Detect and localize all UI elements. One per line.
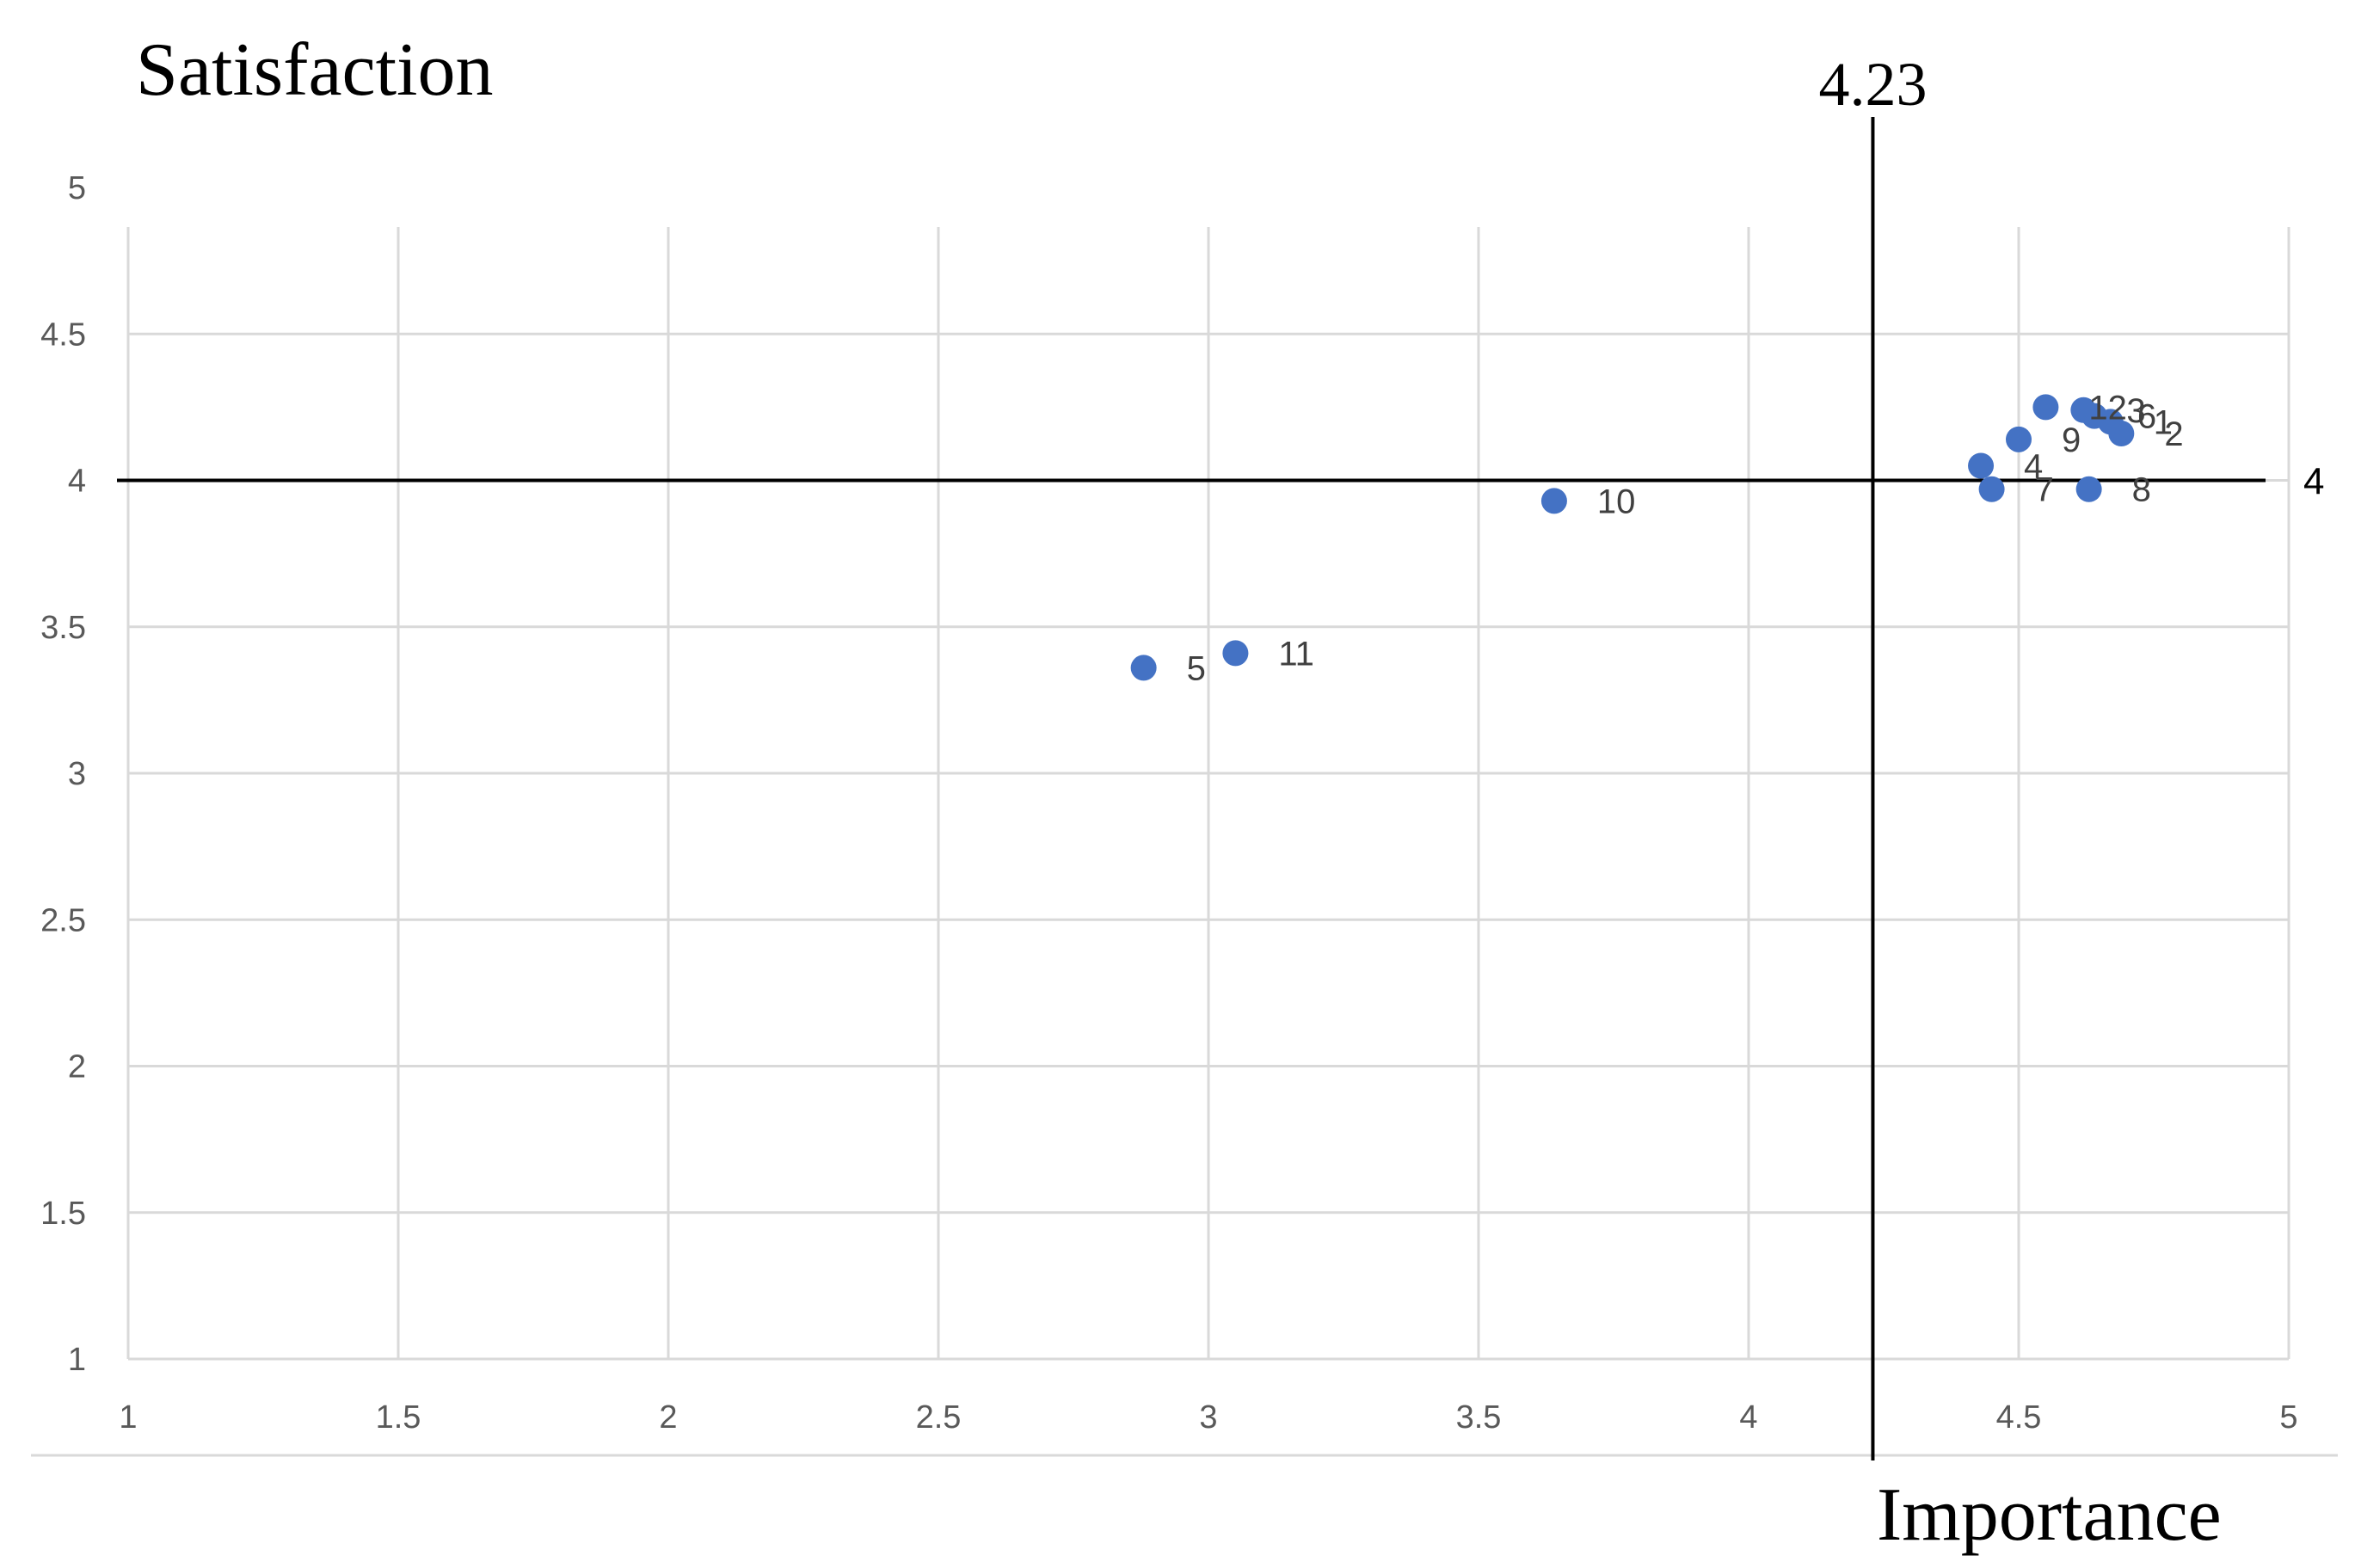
x-axis-title: Importance [1877,1473,2222,1557]
y-tick-label: 1.5 [40,1196,86,1232]
x-tick-label: 1.5 [376,1399,421,1436]
data-point [2108,421,2135,447]
data-point [2075,476,2102,502]
y-tick-label: 2.5 [40,902,86,938]
data-point [1968,452,1995,479]
reference-line-vertical-label: 4.23 [1818,50,1927,119]
x-tick-label: 3 [1199,1399,1217,1436]
y-tick-label: 1 [68,1342,86,1378]
data-point [2032,394,2059,421]
y-tick-label: 2 [68,1049,86,1085]
data-point-label: 9 [2062,421,2081,459]
x-tick-label: 4 [1739,1399,1757,1436]
data-point-label: 7 [2035,471,2054,509]
x-tick-label: 4.5 [1996,1399,2042,1436]
data-point-label: 6 [2137,398,2156,436]
data-point-label: 8 [2132,471,2151,509]
x-tick-label: 3.5 [1456,1399,1502,1436]
x-tick-label: 2 [659,1399,677,1436]
y-tick-label: 3 [68,756,86,792]
y-tick-label: 5 [68,170,86,206]
x-tick-label: 2.5 [916,1399,962,1436]
data-point [1540,488,1567,514]
y-tick-label: 3.5 [40,610,86,646]
data-point [2081,403,2107,429]
y-tick-label: 4.5 [40,317,86,353]
data-point [2006,426,2032,452]
reference-line-horizontal-label: 4 [2303,461,2324,503]
x-tick-label: 1 [119,1399,137,1436]
tick-labels: 1 1.5 2 2.5 3 3.5 4 4.5 5 1 1.5 2 2.5 3 3.5 4 4.5 5 [40,170,2297,1436]
data-point [1222,640,1249,667]
data-point-label: 10 [1597,483,1636,520]
grid [126,227,2290,1361]
data-point-label: 1 [2154,403,2173,441]
data-point-label: 2 [2164,415,2183,453]
y-axis-title: Satisfaction [136,28,493,112]
data-point-label: 4 [2024,447,2043,485]
data-point-label: 5 [1187,649,1206,687]
data-point-label: 11 [1278,635,1314,673]
data-point [1130,655,1157,681]
data-point-label: 3 [2126,392,2145,430]
data-point [1978,476,2005,502]
x-tick-label: 5 [2279,1399,2297,1436]
data-point-label: 12 [2088,389,2127,427]
y-tick-label: 4 [68,464,86,500]
